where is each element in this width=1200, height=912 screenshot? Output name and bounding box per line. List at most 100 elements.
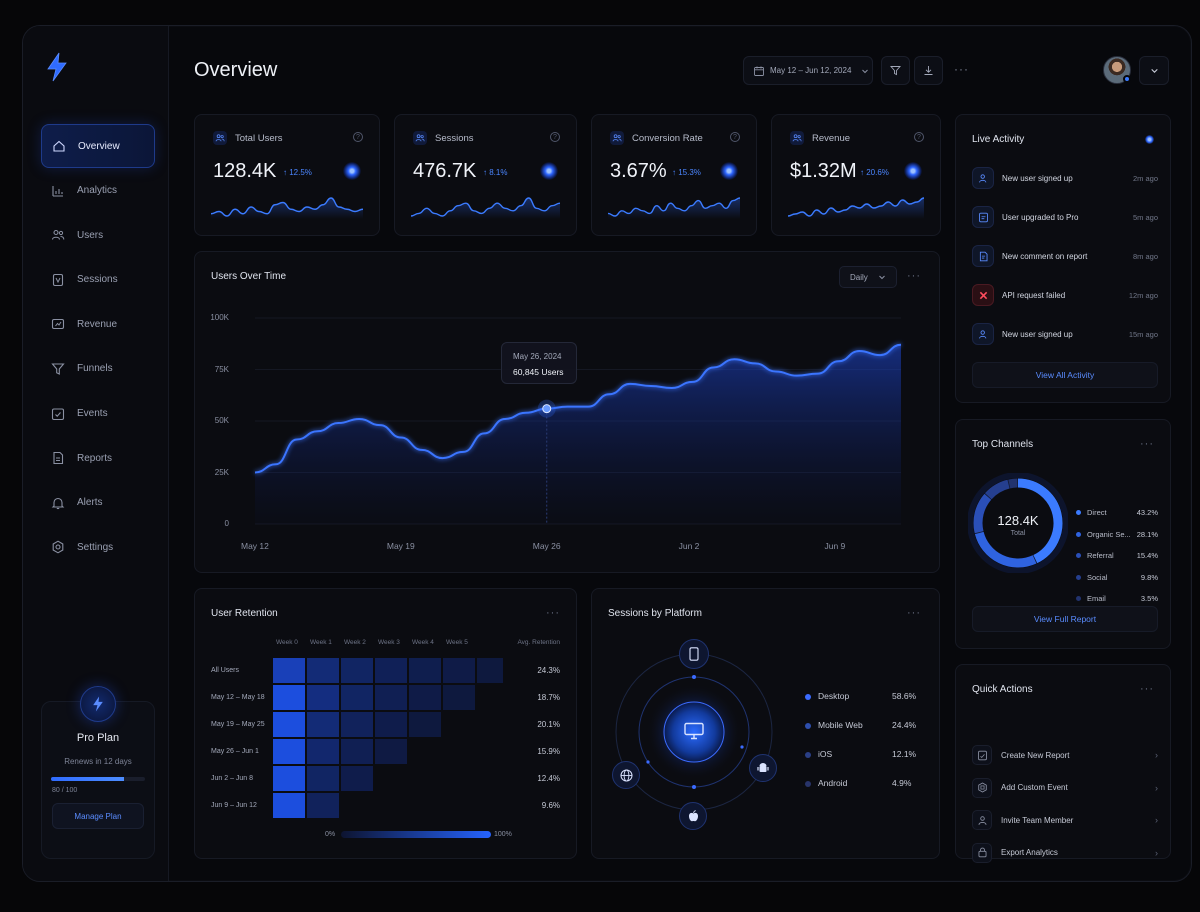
sidebar-item-revenue[interactable]: Revenue — [41, 302, 155, 346]
sidebar-item-users[interactable]: Users — [41, 213, 155, 257]
filter-button[interactable] — [881, 56, 910, 85]
sidebar-item-alerts[interactable]: Alerts — [41, 481, 155, 525]
chart-more-button[interactable]: ··· — [907, 270, 921, 282]
retention-cell[interactable] — [375, 685, 407, 710]
retention-cell[interactable] — [409, 658, 441, 683]
retention-cell[interactable] — [307, 793, 339, 818]
channel-legend-item: Email 3.5% — [1076, 594, 1158, 603]
sidebar-item-label: Funnels — [77, 363, 113, 375]
retention-cell[interactable] — [273, 766, 305, 791]
granularity-select[interactable]: Daily — [839, 266, 897, 288]
donut-slice-3[interactable] — [973, 493, 992, 534]
sparkline-line — [788, 197, 924, 217]
retention-cell[interactable] — [341, 658, 373, 683]
manage-plan-button[interactable]: Manage Plan — [52, 803, 144, 829]
channel-name: Direct — [1087, 508, 1107, 517]
header-more-button[interactable]: ··· — [954, 62, 969, 76]
sidebar-item-sessions[interactable]: Sessions — [41, 258, 155, 302]
retention-cell[interactable] — [273, 685, 305, 710]
view-all-activity-button[interactable]: View All Activity — [972, 362, 1158, 388]
sidebar-item-events[interactable]: Events — [41, 392, 155, 436]
card-title: Quick Actions — [972, 684, 1033, 695]
retention-cell[interactable] — [307, 712, 339, 737]
activity-text: New user signed up — [1002, 173, 1073, 183]
quick-action-create-new-report[interactable]: Create New Report › — [972, 743, 1158, 767]
platform-name: iOS — [818, 749, 833, 759]
help-icon[interactable]: ? — [914, 132, 924, 142]
x-tick-label: Jun 9 — [824, 541, 846, 551]
retention-cell[interactable] — [375, 658, 407, 683]
sidebar-item-reports[interactable]: Reports — [41, 436, 155, 480]
activity-item[interactable]: API request failed 12m ago — [972, 283, 1158, 307]
quick-action-label: Invite Team Member — [1001, 815, 1074, 825]
help-icon[interactable]: ? — [730, 132, 740, 142]
channels-more-button[interactable]: ··· — [1140, 438, 1154, 450]
activity-item[interactable]: New user signed up 15m ago — [972, 322, 1158, 346]
app-window: Overview Analytics Users Sessions Revenue Fun… — [22, 25, 1192, 882]
donut-slice-1[interactable] — [1017, 478, 1063, 564]
retention-cell[interactable] — [409, 685, 441, 710]
sidebar-item-settings[interactable]: Settings — [41, 525, 155, 569]
retention-cell[interactable] — [307, 739, 339, 764]
retention-cell[interactable] — [375, 712, 407, 737]
chart-area — [255, 344, 901, 524]
retention-cell[interactable] — [273, 739, 305, 764]
kpi-icon-wrap — [213, 131, 227, 145]
activity-item[interactable]: User upgraded to Pro 5m ago — [972, 205, 1158, 229]
avatar[interactable] — [1103, 56, 1131, 84]
retention-cell[interactable] — [341, 712, 373, 737]
help-icon[interactable]: ? — [353, 132, 363, 142]
retention-cell[interactable] — [273, 658, 305, 683]
kpi-sparkline — [608, 197, 740, 219]
download-button[interactable] — [914, 56, 943, 85]
activity-icon-wrap — [972, 206, 994, 228]
kpi-header: Conversion Rate — [610, 131, 703, 145]
date-range-picker[interactable]: May 12 – Jun 12, 2024 — [743, 56, 873, 85]
retention-cell[interactable] — [307, 766, 339, 791]
retention-cell[interactable] — [477, 658, 503, 683]
retention-cell[interactable] — [341, 739, 373, 764]
retention-cell[interactable] — [307, 658, 339, 683]
retention-cell[interactable] — [307, 685, 339, 710]
pro-plan-card: Pro Plan Renews in 12 days 80 / 100 Mana… — [41, 686, 155, 859]
platform-more-button[interactable]: ··· — [907, 607, 921, 619]
sparkline-line — [211, 197, 363, 217]
donut-slice-5[interactable] — [1008, 478, 1018, 489]
retention-cell[interactable] — [375, 739, 407, 764]
retention-cell[interactable] — [273, 712, 305, 737]
chevron-down-icon — [1150, 68, 1158, 73]
bolt-logo-icon[interactable] — [45, 52, 69, 82]
sidebar-item-funnels[interactable]: Funnels — [41, 347, 155, 391]
retention-cell[interactable] — [273, 793, 305, 818]
quick-action-add-custom-event[interactable]: Add Custom Event › — [972, 776, 1158, 800]
retention-cell[interactable] — [341, 766, 373, 791]
sidebar-item-overview[interactable]: Overview — [41, 124, 155, 168]
sidebar-item-analytics[interactable]: Analytics — [41, 169, 155, 213]
plan-renewal: Renews in 12 days — [64, 757, 132, 766]
arrow-up-icon: ↑ — [860, 168, 867, 177]
android-icon — [749, 754, 777, 782]
quick-actions-more-button[interactable]: ··· — [1140, 683, 1154, 695]
view-full-report-button[interactable]: View Full Report — [972, 606, 1158, 632]
activity-item[interactable]: New user signed up 2m ago — [972, 166, 1158, 190]
retention-more-button[interactable]: ··· — [546, 607, 560, 619]
quick-action-invite-team-member[interactable]: Invite Team Member › — [972, 808, 1158, 832]
kpi-delta: ↑ 20.6% — [860, 168, 889, 177]
activity-item[interactable]: New comment on report 8m ago — [972, 244, 1158, 268]
users-icon — [415, 134, 425, 142]
help-icon[interactable]: ? — [550, 132, 560, 142]
quick-action-export-analytics[interactable]: Export Analytics › — [972, 841, 1158, 865]
retention-cell[interactable] — [443, 685, 475, 710]
upgrade-icon — [978, 212, 988, 222]
donut-slice-4[interactable] — [984, 479, 1010, 500]
donut-slice-2[interactable] — [974, 531, 1037, 568]
retention-cell[interactable] — [443, 658, 475, 683]
retention-cell[interactable] — [409, 712, 441, 737]
kpi-delta: ↑ 15.3% — [672, 168, 701, 177]
sidebar-item-label: Overview — [78, 140, 120, 152]
desktop-icon — [683, 722, 705, 740]
tooltip-point[interactable] — [542, 404, 552, 414]
retention-cell[interactable] — [341, 685, 373, 710]
sidebar-nav: Overview Analytics Users Sessions Revenue Fun… — [41, 124, 155, 570]
user-menu-button[interactable] — [1139, 56, 1169, 85]
